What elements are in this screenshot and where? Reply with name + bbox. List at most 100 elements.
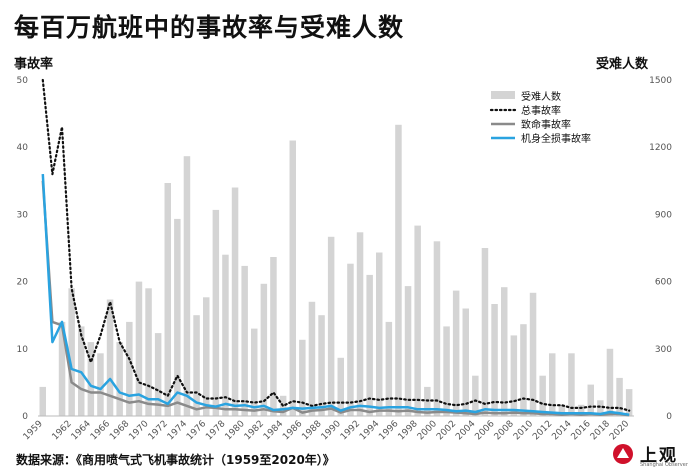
x-tick-1978: 1978 [204, 419, 227, 442]
x-tick-2018: 2018 [589, 419, 612, 442]
logo-subtitle: Shanghai Observer [640, 462, 688, 468]
x-tick-1964: 1964 [70, 419, 93, 442]
bar-1986 [299, 339, 306, 416]
bar-2006 [491, 304, 498, 416]
x-tick-1982: 1982 [243, 419, 266, 442]
x-tick-2020: 2020 [608, 419, 631, 442]
x-tick-2012: 2012 [531, 419, 554, 442]
y-right-tick-0: 0 [666, 412, 672, 422]
x-tick-1986: 1986 [281, 419, 304, 442]
bar-1979 [231, 187, 239, 416]
legend-label-3: 机身全损事故率 [521, 132, 591, 145]
bar-1968 [126, 321, 133, 416]
bar-2004 [472, 375, 479, 416]
x-tick-1959: 1959 [22, 419, 45, 442]
bar-series [38, 124, 634, 417]
left-axis-label: 事故率 [14, 57, 54, 72]
y-right-tick-300: 300 [655, 345, 672, 355]
bar-1993 [366, 274, 373, 416]
bar-2011 [539, 375, 546, 416]
y-left-tick-10: 10 [17, 345, 29, 355]
bar-2017 [597, 400, 604, 416]
bar-1962 [68, 288, 75, 416]
bar-1997 [404, 286, 412, 416]
bar-2007 [501, 287, 508, 416]
y-left-ticks: 0 10 20 30 40 50 [17, 76, 29, 422]
x-tick-1974: 1974 [166, 419, 189, 442]
x-tick-1976: 1976 [185, 419, 208, 442]
x-tick-1972: 1972 [147, 419, 170, 442]
bar-1978 [222, 254, 229, 416]
y-right-tick-900: 900 [655, 210, 672, 220]
right-axis-label: 受难人数 [595, 57, 648, 72]
bar-1989 [327, 236, 335, 416]
logo-icon [613, 444, 633, 464]
bar-1974 [183, 156, 191, 416]
y-right-ticks: 0 300 600 900 1200 1500 [649, 76, 672, 422]
bar-1991 [347, 263, 354, 416]
bar-1981 [251, 328, 258, 416]
bar-2010 [529, 292, 537, 416]
source-note: 数据来源：《商用喷气式飞机事故统计（1959至2020年）》 [16, 453, 335, 467]
x-tick-1968: 1968 [108, 419, 131, 442]
bar-2009 [520, 324, 527, 416]
bar-1966 [106, 299, 114, 416]
legend-swatch-bar [491, 91, 515, 99]
x-tick-1980: 1980 [224, 419, 247, 442]
x-tick-2000: 2000 [416, 419, 439, 442]
x-tick-1998: 1998 [397, 419, 420, 442]
bar-1987 [308, 301, 316, 416]
bar-2008 [510, 335, 518, 416]
bar-1990 [337, 357, 344, 416]
bar-1994 [376, 252, 383, 416]
x-tick-2016: 2016 [570, 419, 593, 442]
legend-label-1: 总事故率 [521, 104, 561, 117]
y-left-tick-40: 40 [17, 143, 29, 153]
bar-1961 [58, 321, 66, 416]
line-总事故率 [41, 78, 631, 412]
bar-1982 [260, 283, 268, 416]
y-left-tick-20: 20 [17, 278, 29, 288]
bar-1969 [135, 281, 143, 416]
x-tick-2006: 2006 [473, 419, 496, 442]
bar-2020 [625, 389, 633, 416]
x-tick-1996: 1996 [377, 419, 400, 442]
x-tick-2002: 2002 [435, 419, 458, 442]
x-tick-1966: 1966 [89, 419, 112, 442]
bar-1995 [385, 321, 393, 416]
bar-2012 [549, 353, 556, 416]
bar-2001 [443, 326, 450, 416]
y-left-tick-0: 0 [22, 412, 28, 422]
bar-2013 [558, 404, 566, 416]
chart-title: 每百万航班中的事故率与受难人数 [14, 13, 405, 42]
bar-1973 [174, 218, 181, 416]
bar-1965 [97, 353, 104, 416]
bar-1980 [241, 265, 248, 416]
bar-2005 [481, 248, 489, 416]
bar-1975 [193, 315, 200, 416]
x-tick-1994: 1994 [358, 419, 381, 442]
bar-1970 [145, 288, 152, 416]
x-tick-2010: 2010 [512, 419, 535, 442]
bar-2019 [616, 377, 623, 416]
bar-2015 [577, 404, 585, 416]
bar-2016 [587, 384, 594, 416]
bar-1967 [116, 342, 123, 416]
bar-1977 [212, 209, 220, 416]
line-机身全损事故率 [41, 174, 630, 416]
x-tick-2004: 2004 [454, 419, 477, 442]
x-tick-1988: 1988 [300, 419, 323, 442]
bar-1998 [414, 225, 421, 416]
bar-2003 [462, 308, 469, 416]
y-right-tick-1200: 1200 [649, 143, 672, 153]
bar-1988 [318, 315, 325, 416]
x-tick-1984: 1984 [262, 419, 285, 442]
brand-logo: 上观 Shanghai Observer [612, 441, 692, 471]
x-axis-ticks: 1959 196219641966196819701972197419761978… [22, 419, 632, 442]
bar-1972 [164, 183, 171, 416]
bar-1964 [87, 342, 95, 416]
legend-label-0: 受难人数 [521, 90, 561, 103]
line-致命事故率 [41, 180, 630, 417]
